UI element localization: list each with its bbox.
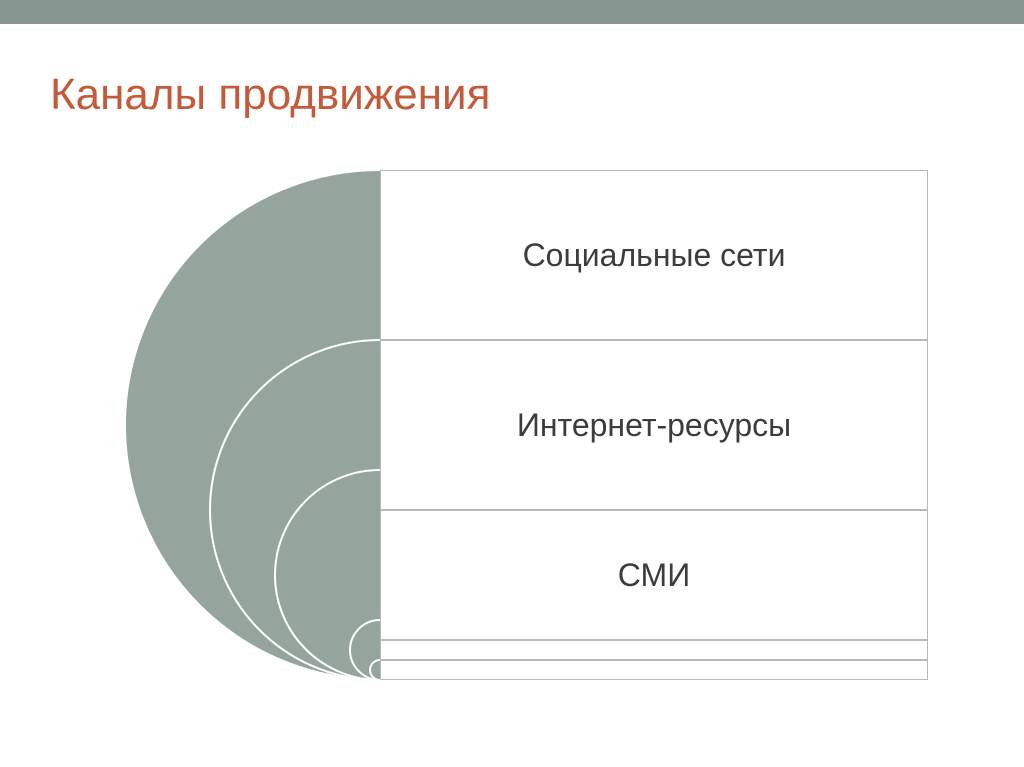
channel-row-media: СМИ <box>380 510 928 640</box>
channels-diagram: Социальные сети Интернет-ресурсы СМИ <box>120 170 930 680</box>
top-accent-bar <box>0 0 1024 24</box>
channel-label: СМИ <box>618 557 690 594</box>
channel-label: Интернет-ресурсы <box>517 407 791 444</box>
channel-row-empty-2 <box>380 660 928 680</box>
page-title: Каналы продвижения <box>50 70 490 120</box>
channel-row-empty-1 <box>380 640 928 660</box>
channel-row-social: Социальные сети <box>380 170 928 340</box>
channel-label: Социальные сети <box>523 237 786 274</box>
channel-row-internet: Интернет-ресурсы <box>380 340 928 510</box>
